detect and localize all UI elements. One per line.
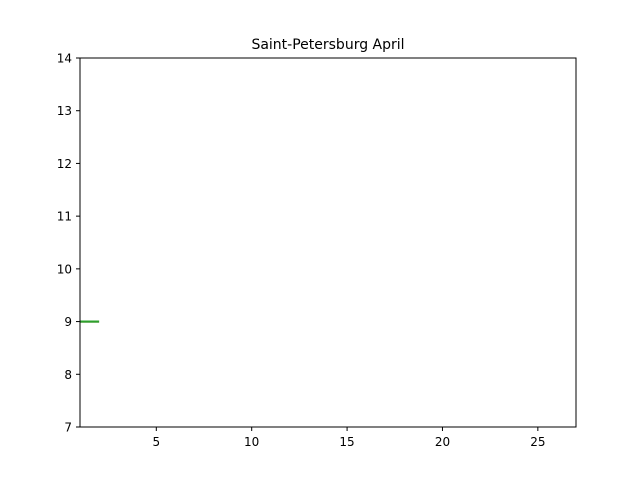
- y-tick-label: 11: [57, 210, 72, 224]
- y-tick-label: 13: [57, 104, 72, 118]
- axes-layer: 5 10 15 20 25 7 8 9 10 11 12 13 14: [57, 52, 546, 450]
- y-tick-label: 10: [57, 262, 72, 276]
- y-tick-label: 9: [64, 315, 72, 329]
- x-tick-label: 5: [152, 435, 160, 449]
- y-tick-label: 12: [57, 157, 72, 171]
- chart-title: Saint-Petersburg April: [251, 37, 404, 53]
- x-tick-label: 15: [339, 435, 354, 449]
- y-tick-label: 7: [64, 421, 72, 435]
- x-tick-label: 20: [435, 435, 450, 449]
- x-tick-label: 25: [530, 435, 545, 449]
- y-tick-label: 8: [64, 368, 72, 382]
- x-tick-label: 10: [244, 435, 259, 449]
- y-tick-label: 14: [57, 52, 72, 66]
- plot-frame: [79, 57, 577, 428]
